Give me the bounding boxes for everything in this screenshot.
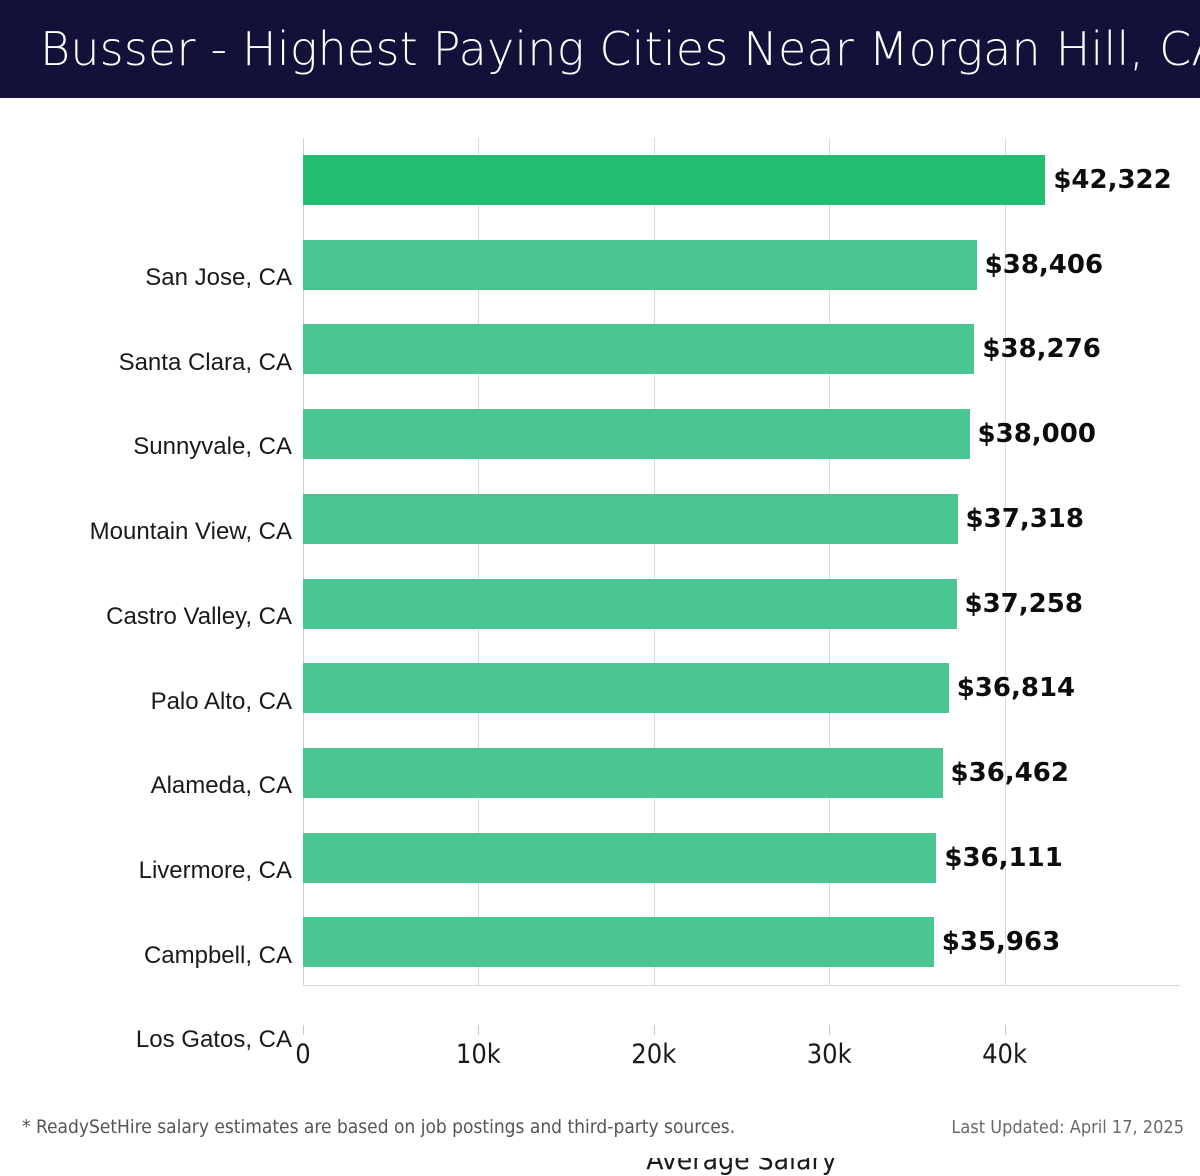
x-tick-label: 10k bbox=[455, 1039, 501, 1070]
bar-row[interactable]: $38,276 bbox=[303, 307, 1180, 392]
y-axis-label: Los Gatos, CA bbox=[135, 1026, 292, 1054]
bar[interactable] bbox=[303, 239, 977, 290]
bar-row[interactable]: $35,963 bbox=[303, 900, 1180, 985]
y-axis-label: Palo Alto, CA bbox=[150, 687, 292, 715]
bar[interactable] bbox=[303, 917, 934, 968]
x-tick-label: 20k bbox=[631, 1039, 677, 1070]
bar-value-label: $36,111 bbox=[944, 842, 1063, 873]
bar[interactable] bbox=[303, 578, 957, 629]
x-tick-mark bbox=[478, 1025, 480, 1035]
x-tick-mark bbox=[1004, 1025, 1006, 1035]
y-axis-label: Santa Clara, CA bbox=[118, 348, 292, 376]
gridline bbox=[653, 138, 655, 985]
bar-value-label: $37,258 bbox=[964, 588, 1083, 619]
bar-value-label: $38,276 bbox=[982, 334, 1101, 365]
x-tick-mark bbox=[303, 1025, 304, 1035]
plot-area: $42,322 $38,406 $38,276 $38,000 $37,318 $37,2… bbox=[295, 138, 1180, 1070]
y-axis-label: Campbell, CA bbox=[143, 941, 292, 969]
gridline bbox=[478, 138, 480, 985]
bar-value-label: $38,000 bbox=[977, 419, 1096, 450]
x-tick-label: 30k bbox=[806, 1039, 852, 1070]
bar-value-label: $42,322 bbox=[1053, 165, 1172, 195]
bar-row[interactable]: $36,111 bbox=[303, 816, 1180, 901]
bar-row[interactable]: $36,462 bbox=[303, 731, 1180, 816]
y-axis-label: Castro Valley, CA bbox=[106, 602, 292, 630]
bar[interactable] bbox=[303, 409, 970, 460]
y-axis-label: Livermore, CA bbox=[138, 856, 292, 884]
y-axis-label: Mountain View, CA bbox=[89, 518, 292, 546]
bar-row[interactable]: $42,322 bbox=[303, 138, 1180, 223]
x-axis-ticks: 0 10k 20k 30k 40k bbox=[295, 1025, 1180, 1085]
y-axis-category-labels: San Jose, CA Santa Clara, CA Sunnyvale, CA… bbox=[0, 236, 292, 1083]
page-title: Busser - Highest Paying Cities Near Morg… bbox=[40, 22, 1200, 76]
bar-chart: San Jose, CA Santa Clara, CA Sunnyvale, CA… bbox=[0, 98, 1200, 1176]
bar-row[interactable]: $38,000 bbox=[303, 392, 1180, 477]
y-axis-line bbox=[303, 138, 304, 985]
bar-value-label: $35,963 bbox=[941, 927, 1061, 958]
x-tick-mark bbox=[829, 1025, 831, 1035]
bar[interactable] bbox=[303, 324, 975, 375]
footer-disclaimer: * ReadySetHire salary estimates are base… bbox=[22, 1116, 736, 1138]
footer-last-updated: Last Updated: April 17, 2025 bbox=[951, 1117, 1184, 1138]
gridline bbox=[829, 138, 831, 985]
bar[interactable] bbox=[303, 663, 949, 714]
bar-row[interactable]: $37,258 bbox=[303, 562, 1180, 647]
bar-value-label: $37,318 bbox=[965, 503, 1084, 534]
bar[interactable] bbox=[303, 747, 943, 798]
bar-row[interactable]: $37,318 bbox=[303, 477, 1180, 562]
bar-row[interactable]: $38,406 bbox=[303, 223, 1180, 308]
y-axis-label: San Jose, CA bbox=[145, 264, 292, 291]
x-axis-line bbox=[303, 985, 1180, 986]
bar[interactable] bbox=[303, 155, 1046, 205]
x-tick-mark bbox=[653, 1025, 655, 1035]
y-axis-label: Sunnyvale, CA bbox=[133, 433, 292, 461]
x-tick-label: 0 bbox=[295, 1039, 311, 1070]
gridline bbox=[1004, 138, 1006, 985]
header-bar: Busser - Highest Paying Cities Near Morg… bbox=[0, 0, 1200, 98]
bar-row[interactable]: $36,814 bbox=[303, 646, 1180, 731]
y-axis-label: Alameda, CA bbox=[150, 772, 292, 800]
bar[interactable] bbox=[303, 493, 958, 544]
bar-value-label: $36,814 bbox=[956, 673, 1076, 704]
x-tick-label: 40k bbox=[982, 1039, 1028, 1070]
bar-value-label: $36,462 bbox=[950, 757, 1069, 788]
bar-value-label: $38,406 bbox=[984, 249, 1104, 280]
bar[interactable] bbox=[303, 832, 937, 883]
footer: * ReadySetHire salary estimates are base… bbox=[0, 1098, 1200, 1158]
